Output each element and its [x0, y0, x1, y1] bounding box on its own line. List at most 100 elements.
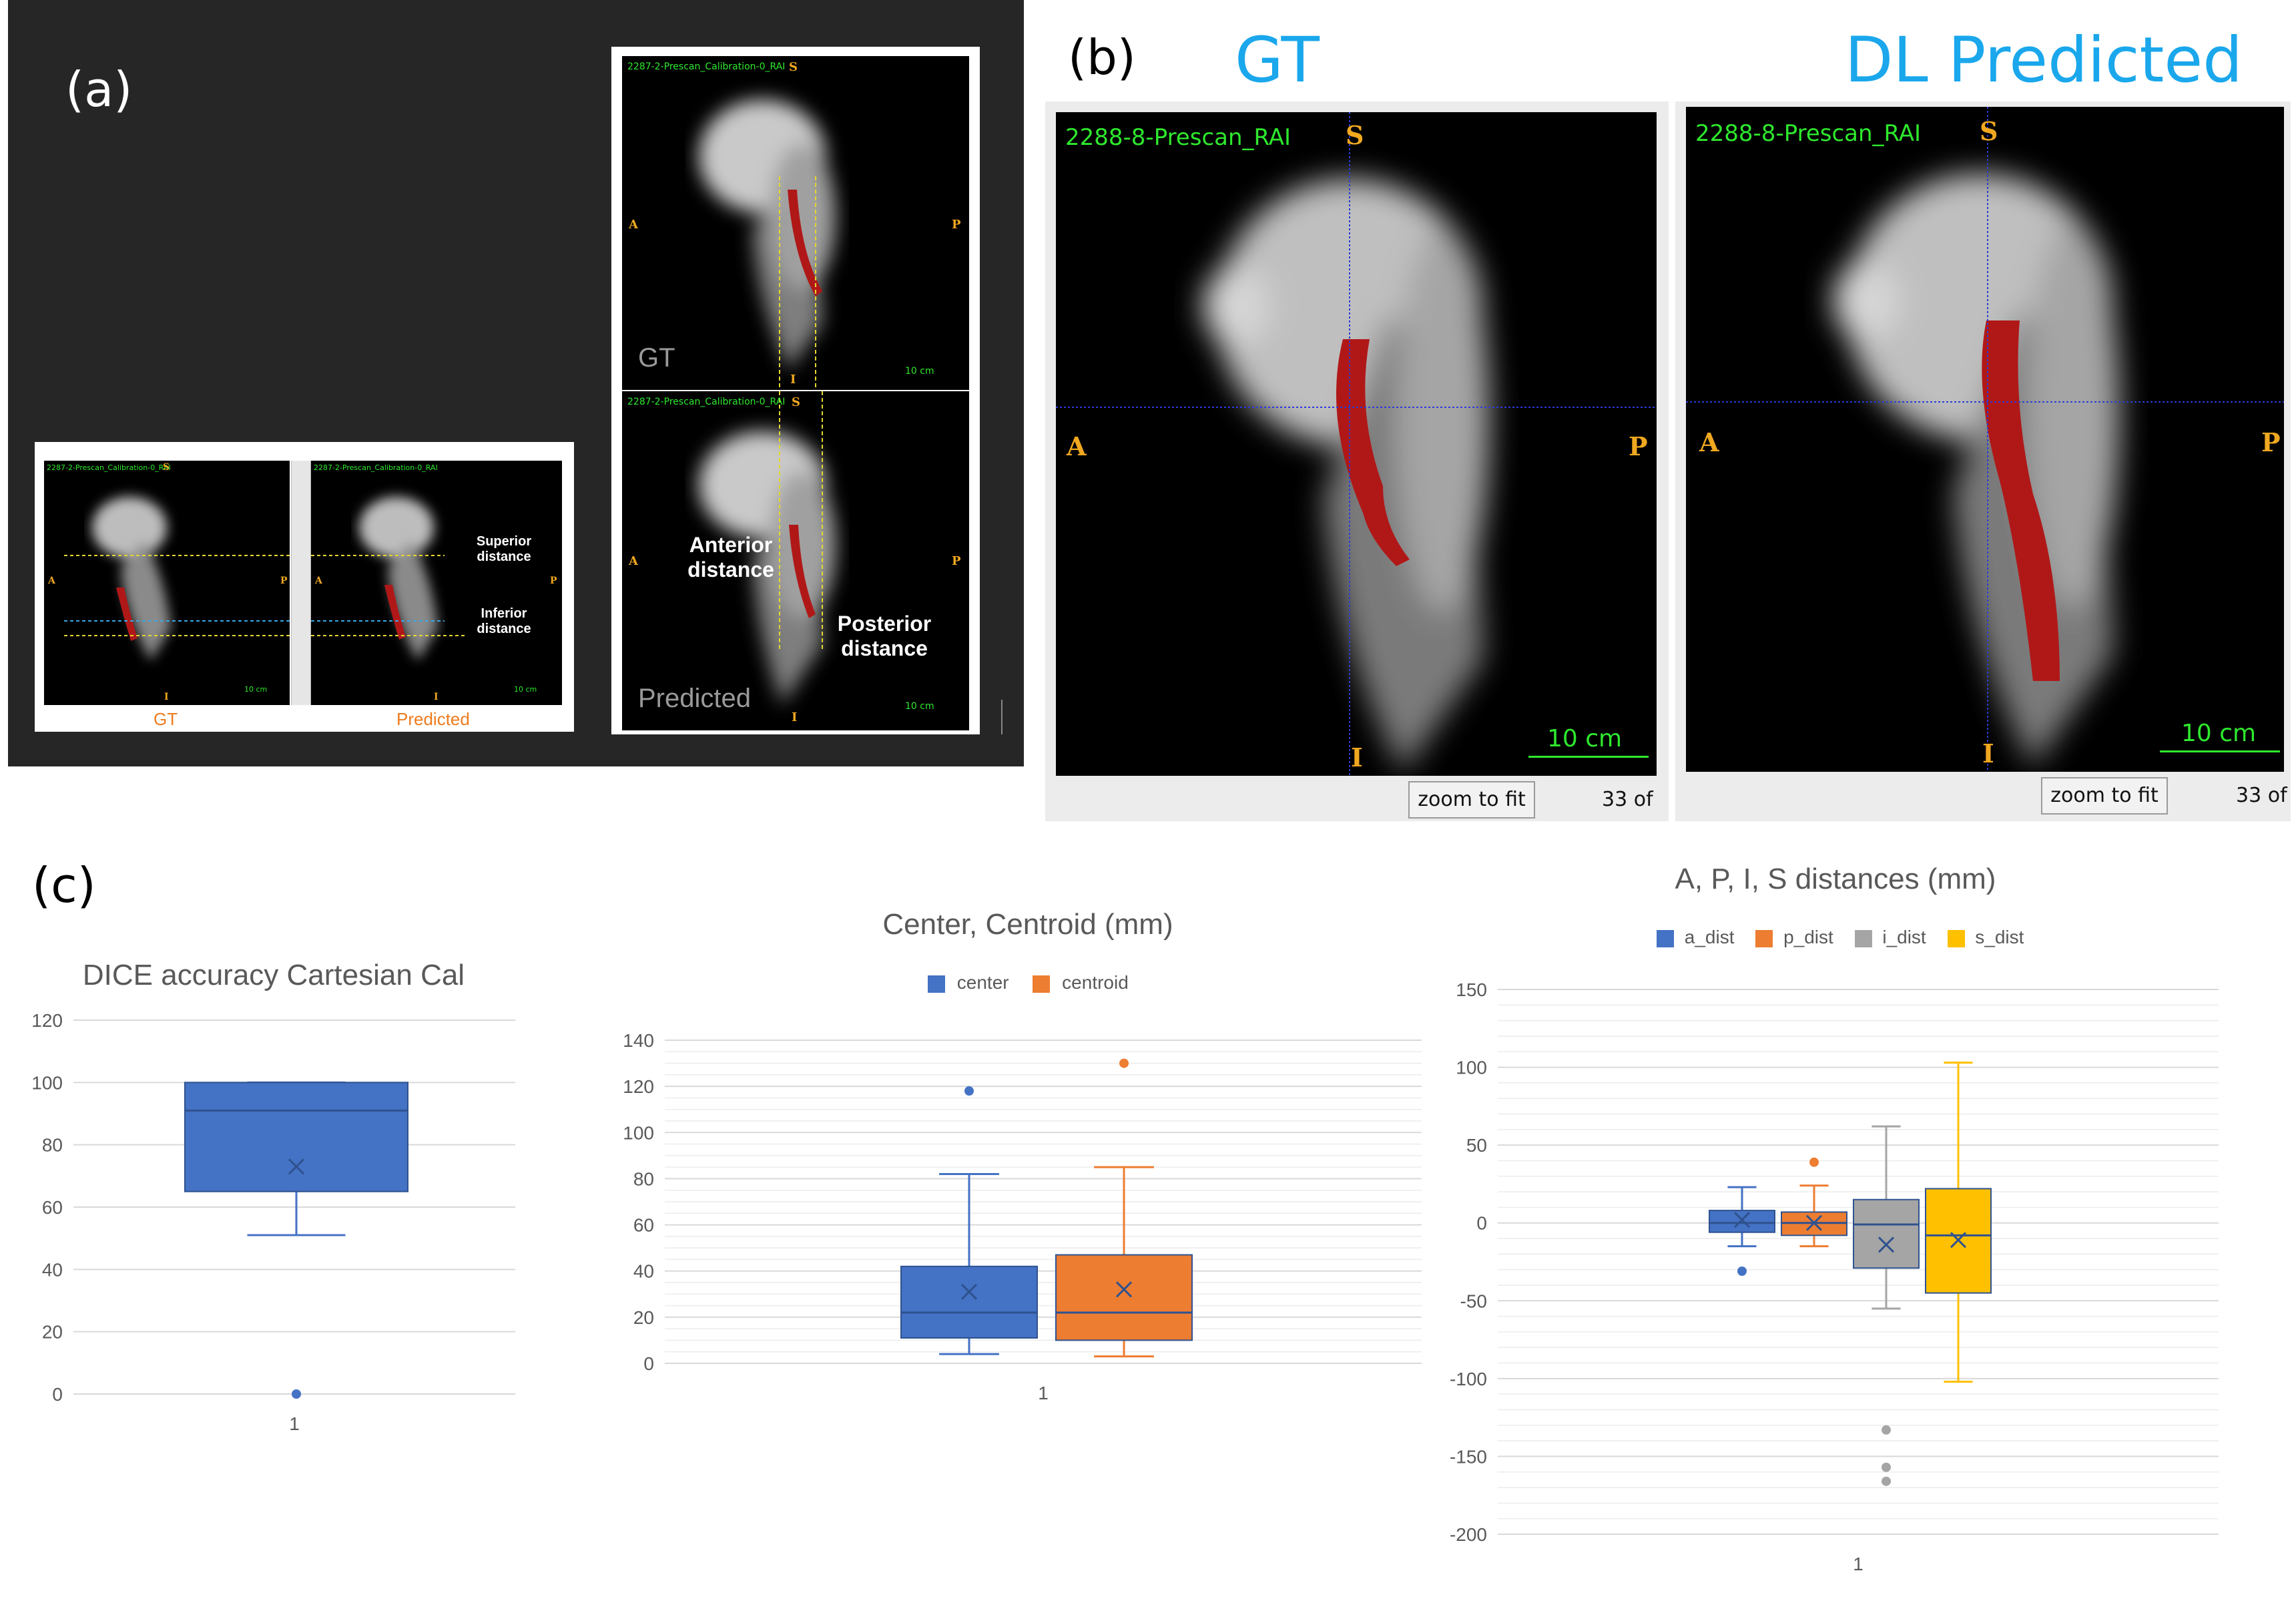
y-tick-label: -100 [1450, 1369, 1487, 1389]
series-outlier-point [292, 1389, 301, 1399]
y-tick-label: 100 [31, 1072, 63, 1093]
legend-label-centroid: centroid [1062, 972, 1129, 993]
viewer-gt-scan-id: 2288-8-Prescan_RAI [1065, 124, 1292, 151]
stacked-orient-p-gt: P [952, 218, 961, 232]
superior-distance-label: Superior distance [476, 534, 532, 564]
legend-swatch-i-dist [1854, 929, 1872, 947]
y-tick-label: 0 [643, 1353, 654, 1374]
i-dist-outlier-point [1882, 1462, 1891, 1472]
viewer-gt-scale-bar [1528, 756, 1649, 758]
small-head-silhouette [64, 497, 290, 661]
stacked-scale-gt: 10 cm [905, 366, 934, 377]
viewer-pred-scan-id: 2288-8-Prescan_RAI [1695, 120, 1922, 147]
legend-label-s-dist: s_dist [1975, 927, 2024, 947]
stacked-scan-id-gt: 2287-2-Prescan_Calibration-0_RAI [627, 61, 786, 72]
viewer-gt-slice: 33 of [1602, 788, 1653, 811]
stacked-scan-pred [622, 391, 969, 730]
panel-b-title-gt: GT [1235, 24, 1320, 97]
small-scan-pred [311, 461, 562, 705]
viewer-pred-canvas[interactable] [1686, 107, 2284, 772]
stacked-orient-p-pred: P [952, 554, 961, 568]
p-dist-outlier-point [1809, 1157, 1819, 1167]
legend-label-i-dist: i_dist [1882, 927, 1926, 947]
y-tick-label: 60 [42, 1197, 63, 1218]
small-caption-gt: GT [154, 709, 178, 729]
small-head-silhouette-pred [311, 497, 465, 661]
small-orient-p: P [280, 576, 288, 586]
small-mask-gt [116, 588, 137, 641]
y-tick-label: 100 [1456, 1058, 1487, 1078]
x-tick-label: 1 [1038, 1383, 1049, 1403]
s-dist-mean-marker [1950, 1232, 1967, 1248]
stacked-scale-pred: 10 cm [905, 701, 934, 712]
y-tick-label: 20 [42, 1322, 63, 1343]
legend-label-center: center [956, 972, 1009, 993]
center-box [900, 1265, 1038, 1339]
x-tick-label: 1 [289, 1413, 300, 1434]
viewer-gt-mask [1336, 339, 1410, 566]
y-tick-label: 0 [1476, 1213, 1487, 1234]
legend-swatch-a-dist [1657, 929, 1674, 947]
panel-c-label: (c) [32, 857, 96, 913]
stacked-head-pred [699, 391, 836, 705]
y-tick-label: 50 [1466, 1135, 1487, 1156]
y-tick-label: 100 [623, 1122, 654, 1143]
center-outlier-point [964, 1086, 974, 1096]
stacked-orient-i-gt: I [790, 373, 796, 387]
small-orient-a-pred: A [315, 576, 322, 586]
chart-dice-title: DICE accuracy Cartesian Cal [82, 959, 465, 991]
viewer-gt-scale: 10 cm [1547, 725, 1623, 752]
y-tick-label: -200 [1450, 1524, 1487, 1545]
stacked-scan-gt [622, 56, 969, 390]
i-dist-outlier-point [1882, 1476, 1891, 1486]
viewer-pred-mask [1982, 320, 2060, 681]
p-dist-mean-marker [1805, 1214, 1823, 1231]
i-dist-outlier-point [1882, 1425, 1891, 1435]
small-scan-gt [44, 461, 290, 705]
legend-swatch-s-dist [1947, 929, 1965, 947]
stacked-scan-id-pred: 2287-2-Prescan_Calibration-0_RAI [627, 397, 786, 407]
small-scan-id-pred: 2287-2-Prescan_Calibration-0_RAI [314, 463, 438, 472]
chart-center: 0 20 40 60 80 100 120 140 1 [623, 1030, 1422, 1403]
chart-center-title: Center, Centroid (mm) [882, 908, 1173, 941]
i-dist-mean-marker [1878, 1236, 1895, 1253]
legend-label-a-dist: a_dist [1684, 927, 1735, 947]
small-orient-i-pred: I [434, 692, 439, 702]
small-orient-i: I [164, 692, 169, 702]
y-tick-label: 120 [623, 1076, 654, 1097]
viewer-gt-orient-s: S [1346, 120, 1364, 150]
stacked-predicted-label: Predicted [638, 684, 751, 713]
centroid-box [1055, 1254, 1193, 1341]
a-dist-mean-marker [1733, 1211, 1751, 1228]
y-tick-label: 140 [623, 1030, 654, 1051]
series-box [184, 1082, 408, 1192]
center-mean-marker [960, 1283, 978, 1300]
small-mask-pred [384, 585, 406, 640]
a-dist-outlier-point [1737, 1266, 1747, 1276]
viewer-pred-scale: 10 cm [2181, 720, 2257, 747]
stacked-orient-a-gt: A [629, 218, 638, 232]
viewer-pred-zoom-button[interactable]: zoom to fit [2041, 777, 2168, 815]
chart-apis-legend: a_dist p_dist i_dist s_dist [1657, 927, 2024, 948]
viewer-pred-slice: 33 of [2236, 784, 2287, 807]
viewer-pred-scale-bar [2160, 750, 2280, 752]
small-scale: 10 cm [244, 685, 268, 694]
viewer-gt-canvas[interactable] [1056, 112, 1657, 776]
y-tick-label: 80 [42, 1135, 63, 1156]
stacked-mask-gt [788, 190, 822, 296]
i-dist-box [1853, 1198, 1920, 1269]
y-tick-label: 150 [1456, 979, 1487, 1000]
legend-swatch-centroid [1033, 975, 1051, 993]
panel-b-label: (b) [1068, 29, 1136, 85]
viewer-gt-zoom-button[interactable]: zoom to fit [1408, 781, 1535, 819]
stacked-gt-label: GT [638, 343, 675, 373]
small-scale-pred: 10 cm [514, 685, 537, 694]
viewer-pred-orient-i: I [1982, 738, 1994, 768]
anterior-distance-label: Anterior distance [687, 533, 774, 582]
y-tick-label: 0 [52, 1384, 63, 1405]
viewer-gt-image [1056, 112, 1657, 776]
viewer-pred-orient-p: P [2261, 427, 2281, 457]
small-scan-id-gt: 2287-2-Prescan_Calibration-0_RAI [47, 463, 171, 472]
small-scrollbar[interactable] [291, 461, 311, 705]
x-tick-label: 1 [1853, 1554, 1863, 1574]
